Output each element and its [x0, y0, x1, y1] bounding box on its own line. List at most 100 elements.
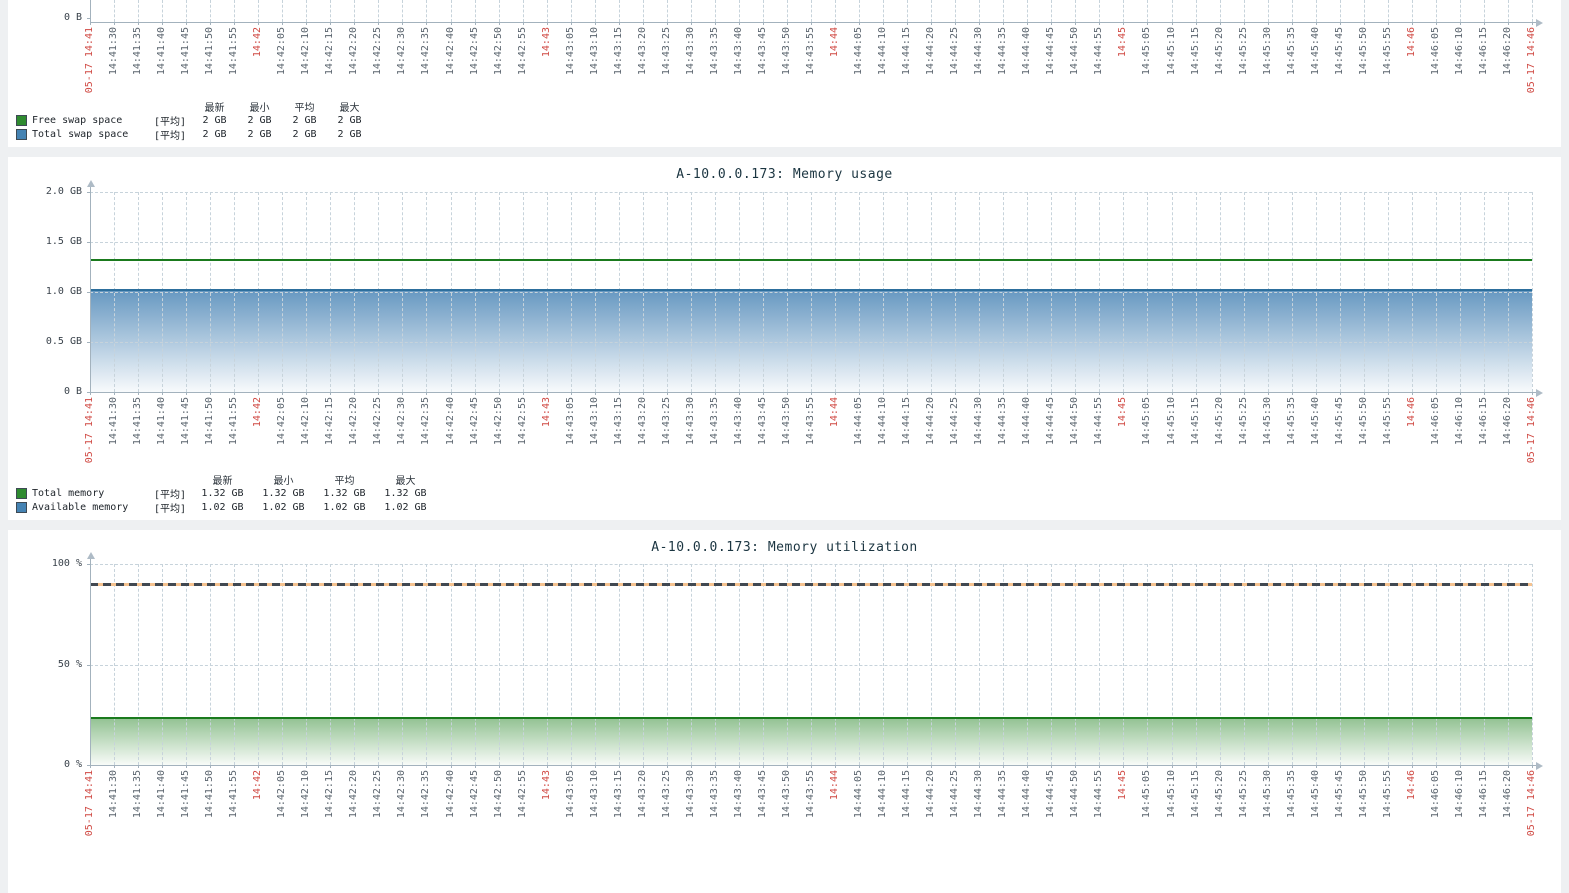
legend-swatch [16, 488, 27, 499]
axis-tick [234, 392, 235, 395]
legend-function: [平均] [154, 117, 187, 128]
axis-tick [1436, 22, 1437, 25]
axis-tick [451, 392, 452, 395]
x-tick-label: 14:42:40 [445, 27, 456, 76]
y-axis-label: 1.0 GB [45, 286, 82, 297]
axis-tick [547, 392, 548, 395]
x-tick-label: 14:46:05 [1430, 770, 1441, 819]
grid-v [330, 0, 331, 22]
x-tick-label: 14:41:45 [180, 770, 191, 819]
axis-tick [571, 765, 572, 768]
axis-tick [234, 765, 235, 768]
x-tick-label: 14:43:25 [661, 27, 672, 76]
axis-tick [1172, 765, 1173, 768]
y-axis-label: 100 % [51, 558, 82, 569]
axis-tick [138, 765, 139, 768]
axis-tick [87, 292, 90, 293]
x-tick-label: 14:42:10 [300, 770, 311, 819]
x-tick-label: 14:45:10 [1166, 397, 1177, 446]
x-tick-label: 14:44:55 [1093, 397, 1104, 446]
axis-tick [186, 22, 187, 25]
x-tick-label: 14:41:35 [132, 397, 143, 446]
axis-tick [547, 22, 548, 25]
axis-tick [571, 392, 572, 395]
x-axis [90, 392, 1536, 393]
stat-header: 最大 [395, 476, 416, 487]
axis-tick [186, 392, 187, 395]
x-tick-label: 14:42:05 [276, 397, 287, 446]
x-tick-label: 14:42:30 [396, 770, 407, 819]
stat-header: 最小 [249, 103, 270, 114]
y-axis [90, 186, 91, 392]
x-tick-label: 14:43:30 [685, 770, 696, 819]
x-tick-label: 05-17 14:46 [1526, 770, 1537, 837]
x-axis-arrow-icon [1536, 762, 1543, 770]
x-tick-label: 14:43:20 [637, 770, 648, 819]
x-tick-label: 14:44:25 [949, 770, 960, 819]
axis-tick [595, 392, 596, 395]
axis-tick [907, 392, 908, 395]
x-tick-label: 14:44:30 [973, 27, 984, 76]
grid-v [162, 0, 163, 22]
axis-tick [1099, 765, 1100, 768]
axis-tick [715, 22, 716, 25]
axis-tick [1196, 765, 1197, 768]
y-axis-arrow-icon [87, 552, 95, 559]
legend-function: [平均] [154, 504, 187, 515]
x-tick-label: 14:43:30 [685, 27, 696, 76]
grid-v [859, 0, 860, 22]
stat-header: 平均 [294, 103, 315, 114]
grid-v [306, 0, 307, 22]
axis-tick [499, 392, 500, 395]
x-tick-label: 14:45:55 [1382, 397, 1393, 446]
x-tick-label: 14:41:45 [180, 397, 191, 446]
grid-v [1436, 0, 1437, 22]
x-tick-label: 14:44:05 [853, 27, 864, 76]
axis-tick [87, 342, 90, 343]
x-tick-label: 14:45:15 [1190, 27, 1201, 76]
x-tick-label: 14:43:05 [565, 770, 576, 819]
axis-tick [354, 765, 355, 768]
axis-tick [835, 765, 836, 768]
x-tick-label: 14:45:25 [1238, 27, 1249, 76]
axis-tick [1412, 392, 1413, 395]
x-tick-label: 14:43:55 [805, 27, 816, 76]
axis-tick [186, 765, 187, 768]
axis-tick [1027, 765, 1028, 768]
legend-value: 2 GB [247, 115, 272, 126]
x-tick-label: 05-17 14:46 [1526, 27, 1537, 94]
axis-tick [1244, 22, 1245, 25]
y-axis-label: 1.5 GB [45, 236, 82, 247]
x-tick-label: 14:45:20 [1214, 397, 1225, 446]
axis-tick [1484, 392, 1485, 395]
x-tick-label: 14:43 [541, 27, 552, 58]
x-tick-label: 14:44:15 [901, 27, 912, 76]
x-tick-label: 14:43:35 [709, 397, 720, 446]
x-tick-label: 14:44:50 [1069, 397, 1080, 446]
x-tick-label: 14:44:45 [1045, 770, 1056, 819]
x-tick-label: 14:43:20 [637, 27, 648, 76]
axis-tick [1099, 392, 1100, 395]
x-tick-label: 14:46:15 [1478, 770, 1489, 819]
x-tick-label: 14:45:55 [1382, 770, 1393, 819]
axis-tick [210, 392, 211, 395]
axis-tick [354, 22, 355, 25]
axis-tick [114, 22, 115, 25]
x-tick-label: 14:41:35 [132, 770, 143, 819]
chart-title: A-10.0.0.173: Memory usage [676, 167, 893, 182]
x-tick-label: 05-17 14:46 [1526, 397, 1537, 464]
x-tick-label: 14:46:20 [1502, 27, 1513, 76]
x-tick-label: 14:45:05 [1141, 27, 1152, 76]
axis-tick [1364, 392, 1365, 395]
threshold-line [90, 583, 1532, 587]
legend-swatch [16, 115, 27, 126]
x-tick-label: 14:42:25 [372, 397, 383, 446]
grid-v [1508, 0, 1509, 22]
grid-v [1099, 0, 1100, 22]
grid-v [907, 0, 908, 22]
x-tick-label: 14:45:15 [1190, 397, 1201, 446]
x-tick-label: 14:45:50 [1358, 27, 1369, 76]
axis-tick [87, 564, 90, 565]
x-tick-label: 14:45:35 [1286, 770, 1297, 819]
axis-tick [1292, 392, 1293, 395]
